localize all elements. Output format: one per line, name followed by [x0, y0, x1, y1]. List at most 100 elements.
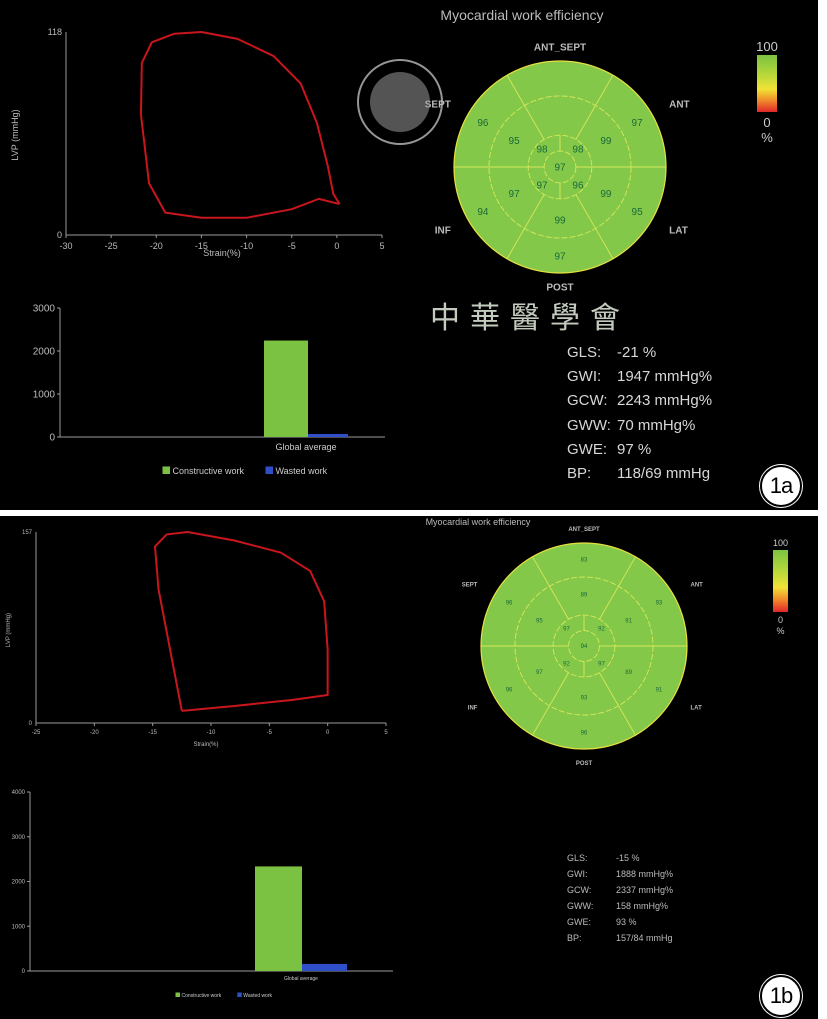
segment-value: 95 — [509, 136, 521, 147]
x-tick-label: -10 — [240, 241, 253, 251]
segment-value: 96 — [572, 180, 584, 191]
panel-1b — [0, 516, 818, 1019]
panel-label-1b: 1b — [760, 975, 802, 1017]
x-tick-label: -25 — [105, 241, 118, 251]
stat-bp: BP: 157/84 mmHg — [567, 930, 673, 946]
wall-label: SEPT — [462, 583, 478, 589]
wall-label: POST — [576, 761, 593, 767]
y-axis-title: LVP (mmHg) — [10, 109, 20, 160]
segment-value: 94 — [477, 207, 489, 218]
segment-divider — [532, 556, 569, 620]
y-tick-label: 157 — [22, 530, 33, 536]
y-tick-label: 1000 — [33, 389, 56, 400]
y-tick-label: 1000 — [12, 924, 26, 930]
segment-value: 92 — [563, 661, 570, 667]
y-axis-title: LVP (mmHg) — [6, 613, 12, 647]
y-tick-label: 0 — [49, 432, 55, 443]
segment-value: 93 — [656, 601, 663, 607]
watermark-character-icon: 華 — [470, 301, 500, 336]
segment-value: 89 — [625, 670, 632, 676]
stat-label: GLS: — [567, 853, 588, 863]
wall-label: ANT_SEPT — [534, 42, 586, 53]
segment-divider — [532, 672, 569, 736]
stat-label: BP: — [567, 465, 592, 483]
colorbar-unit: % — [776, 626, 784, 636]
segment-value: 99 — [554, 215, 566, 226]
segment-value: 97 — [563, 627, 570, 633]
stat-label: GWW: — [567, 416, 611, 434]
y-tick-label: 118 — [48, 27, 62, 37]
stat-value: -21 % — [617, 344, 657, 361]
segment-value: 99 — [600, 189, 612, 200]
segment-value: 95 — [632, 207, 644, 218]
stat-label: BP: — [567, 933, 582, 943]
segment-value: 91 — [656, 687, 663, 693]
legend-swatch-constructive — [162, 466, 170, 474]
segment-value: 89 — [581, 593, 588, 599]
stat-gww: GWW: 70 mmHg% — [567, 414, 712, 438]
legend-label-constructive: Constructive work — [182, 993, 222, 999]
y-tick-label: 2000 — [12, 880, 26, 886]
global-indices-1b: GLS: -15 % GWI: 1888 mmHg% GCW: 2337 mmHg% … — [567, 850, 673, 946]
segment-value: 98 — [536, 144, 548, 155]
x-axis-title: Strain(%) — [203, 248, 241, 258]
segment-divider — [599, 556, 636, 620]
stat-value: 118/69 mmHg — [617, 465, 711, 483]
stat-value: 2337 mmHg% — [616, 885, 674, 895]
wall-label: INF — [468, 706, 478, 712]
colorbar-min: 0 — [778, 615, 783, 625]
x-tick-label: -20 — [150, 241, 163, 251]
wasted-work-bar — [308, 433, 348, 437]
segment-value: 97 — [536, 180, 548, 191]
watermark-character-icon: 中 — [430, 301, 460, 336]
watermark-character-icon: 醫 — [510, 301, 540, 336]
segment-value: 95 — [536, 618, 543, 624]
segment-value: 96 — [477, 118, 489, 129]
stat-gwe: GWE: 97 % — [567, 438, 712, 462]
stat-gww: GWW: 158 mmHg% — [567, 898, 673, 914]
segment-value: 97 — [509, 189, 521, 200]
y-tick-label: 3000 — [12, 835, 26, 841]
colorbar — [757, 55, 777, 112]
stat-label: GCW: — [567, 885, 592, 895]
colorbar-max: 100 — [773, 538, 788, 548]
segment-value: 92 — [598, 627, 605, 633]
watermark-character-icon: 會 — [590, 301, 620, 336]
segment-value: 97 — [598, 661, 605, 667]
colorbar-min: 0 — [763, 115, 770, 130]
x-tick-label: 0 — [334, 241, 339, 251]
wall-label: LAT — [691, 706, 703, 712]
x-tick-label: -25 — [32, 730, 41, 736]
x-axis-title: Strain(%) — [193, 742, 218, 748]
stat-value: 1947 mmHg% — [617, 368, 713, 386]
colorbar-max: 100 — [756, 39, 778, 54]
segment-divider — [575, 194, 614, 260]
segment-value: 97 — [554, 251, 566, 262]
stat-label: GWI: — [567, 368, 602, 386]
stat-value: 93 % — [616, 917, 637, 927]
apex-value: 97 — [554, 162, 566, 173]
stat-gls: GLS: -21 % — [567, 341, 712, 365]
panel-label-1a: 1a — [760, 465, 802, 507]
chart-title: Myocardial work efficiency — [440, 7, 603, 23]
stat-gcw: GCW: 2337 mmHg% — [567, 882, 673, 898]
legend-label-wasted: Wasted work — [276, 466, 328, 476]
wall-label: LAT — [669, 225, 688, 236]
legend-label-constructive: Constructive work — [173, 466, 245, 476]
wall-label: ANT — [669, 99, 690, 110]
legend-swatch-constructive — [175, 992, 180, 997]
segment-divider — [575, 74, 614, 140]
watermark-seal-icon — [357, 59, 443, 145]
y-tick-label: 3000 — [33, 303, 56, 314]
stat-value: 97 % — [617, 440, 652, 458]
stat-label: GWE: — [567, 440, 607, 458]
x-tick-label: 0 — [326, 730, 330, 736]
watermark-seal-map-icon — [370, 72, 430, 132]
wall-label: POST — [546, 282, 573, 293]
pressure-strain-loop-line — [139, 31, 341, 219]
x-tick-label: -15 — [148, 730, 157, 736]
wall-label: ANT_SEPT — [568, 527, 600, 533]
legend-swatch-wasted — [265, 466, 273, 474]
segment-value: 97 — [632, 118, 644, 129]
